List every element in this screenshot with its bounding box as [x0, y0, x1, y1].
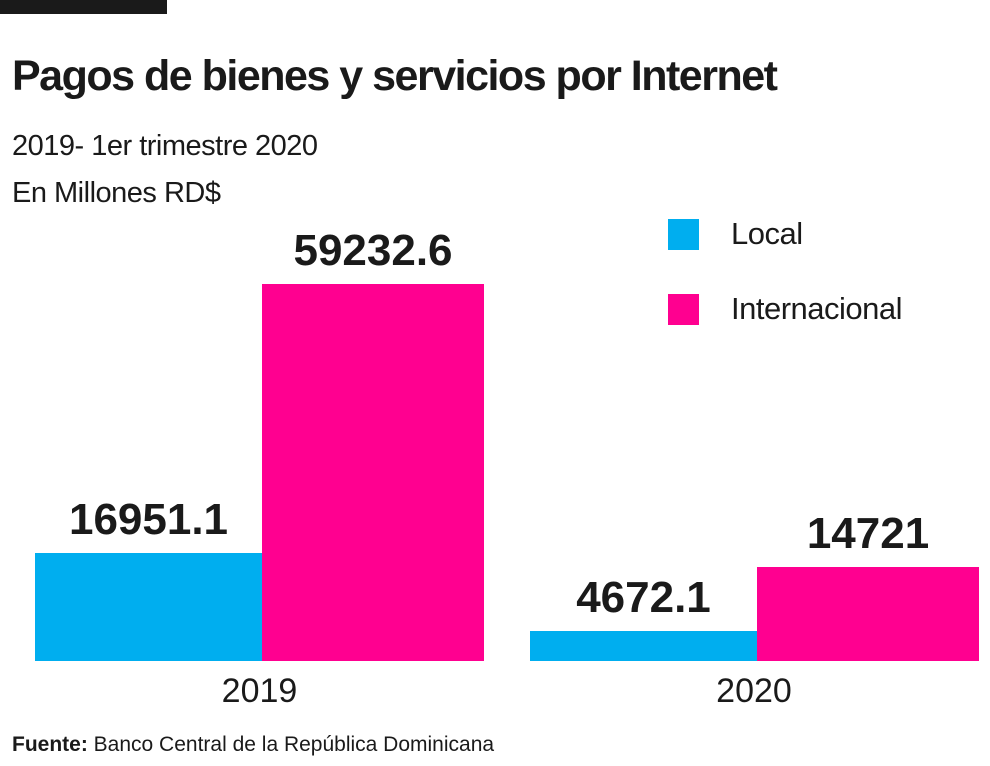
data-label-internacional-2020: 14721: [806, 509, 930, 558]
bar-local-2020: [530, 631, 757, 661]
x-tick-label-2019: 2019: [221, 672, 298, 710]
x-tick-label-2020: 2020: [716, 672, 792, 710]
legend-item-local: Local: [668, 216, 803, 252]
legend-label-internacional: Internacional: [731, 291, 903, 326]
source-label: Fuente:: [12, 733, 88, 756]
legend-label-local: Local: [731, 216, 803, 251]
data-label-internacional-2019: 59232.6: [293, 226, 453, 275]
data-label-local-2019: 16951.1: [68, 495, 229, 544]
chart-subtitle-period: 2019- 1er trimestre 2020: [12, 130, 318, 162]
source-text: Banco Central de la República Dominicana: [93, 733, 495, 756]
source-note: Fuente: Banco Central de la República Do…: [12, 733, 494, 757]
legend-swatch-internacional: [668, 293, 699, 325]
chart-subtitle-unit: En Millones RD$: [12, 177, 221, 209]
chart-title: Pagos de bienes y servicios por Internet: [12, 52, 778, 100]
bar-internacional-2020: [757, 567, 979, 661]
legend-swatch-local: [668, 218, 699, 250]
bar-local-2019: [35, 553, 262, 661]
data-label-local-2020: 4672.1: [576, 573, 711, 622]
header-accent-bar: [0, 0, 167, 14]
legend-item-internacional: Internacional: [668, 291, 903, 327]
bar-internacional-2019: [262, 284, 484, 661]
